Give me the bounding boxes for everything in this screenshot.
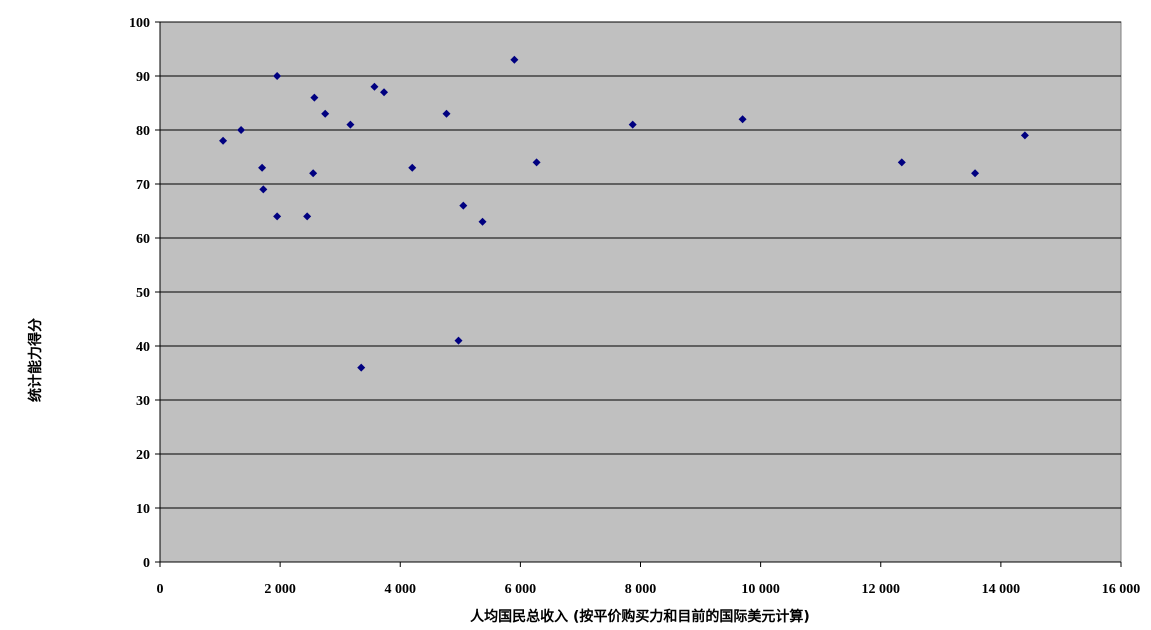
data-point: [346, 120, 355, 129]
y-tick-label: 90: [136, 70, 150, 85]
data-point: [309, 169, 318, 178]
data-point: [532, 158, 541, 167]
x-axis-title: 人均国民总收入 (按平价购买力和目前的国际美元计算): [470, 608, 810, 625]
x-tick-label: 14 000: [982, 582, 1021, 597]
y-tick-label: 100: [129, 16, 150, 31]
data-points: [219, 55, 1029, 372]
data-point: [219, 136, 228, 145]
data-point: [370, 82, 379, 91]
y-tick-label: 20: [136, 448, 150, 463]
y-axis-ticks: 0 10 20 30 40 50 60 70 80 90 100: [129, 16, 161, 571]
x-axis-ticks: 0 2 000 4 000 6 000 8 000 10 000 12 000 14 000 1…: [157, 561, 1141, 597]
x-tick-label: 8 000: [625, 582, 657, 597]
y-tick-label: 0: [143, 556, 150, 571]
data-point: [510, 55, 519, 64]
data-point: [237, 126, 246, 134]
data-point: [738, 115, 747, 124]
y-axis-title: 统计能力得分: [27, 318, 44, 402]
data-point: [478, 217, 487, 226]
data-point: [454, 336, 463, 345]
data-point: [273, 72, 282, 80]
data-point: [442, 109, 451, 118]
x-tick-label: 16 000: [1102, 582, 1141, 597]
y-tick-label: 50: [136, 286, 150, 301]
x-tick-label: 2 000: [264, 582, 296, 597]
x-tick-label: 12 000: [862, 582, 901, 597]
data-point: [321, 109, 330, 118]
data-point: [1020, 131, 1029, 140]
data-point: [357, 363, 366, 372]
data-point: [971, 169, 980, 178]
data-point: [258, 163, 267, 172]
data-point: [897, 158, 906, 167]
data-point: [273, 212, 282, 221]
x-tick-label: 0: [157, 582, 164, 597]
data-point: [628, 120, 637, 129]
x-tick-label: 10 000: [741, 582, 780, 597]
data-point: [259, 185, 268, 194]
y-tick-label: 70: [136, 178, 150, 193]
y-tick-label: 30: [136, 394, 150, 409]
y-tick-label: 10: [136, 502, 150, 517]
y-tick-label: 40: [136, 340, 150, 355]
data-point: [408, 163, 417, 172]
x-tick-label: 4 000: [385, 582, 417, 597]
y-tick-label: 60: [136, 232, 150, 247]
data-point: [380, 88, 389, 97]
data-point: [310, 93, 319, 102]
data-point: [303, 212, 312, 221]
x-tick-label: 6 000: [505, 582, 537, 597]
data-point: [459, 201, 468, 210]
y-tick-label: 80: [136, 124, 150, 139]
